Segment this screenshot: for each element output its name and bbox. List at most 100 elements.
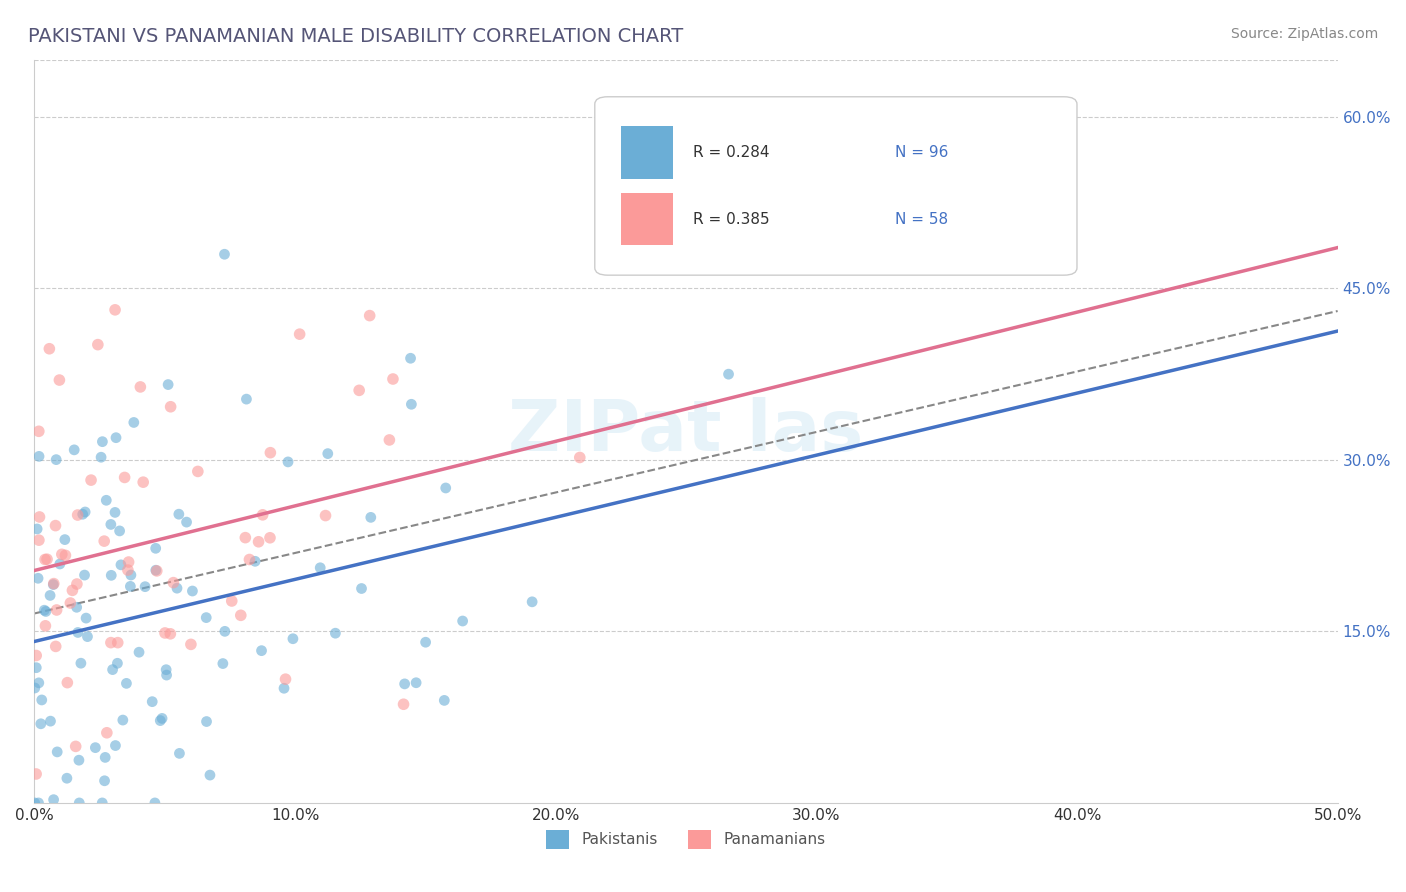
Point [145,541,167,556]
Point [134,580,156,594]
Point [214,624,236,639]
Point [117,555,139,569]
Point [31,693,53,707]
Text: N = 96: N = 96 [894,145,948,160]
Point [42,577,65,591]
Point [59,596,82,610]
Point [34,619,56,633]
Point [434,481,457,495]
Point [350,582,373,596]
Point [325,626,347,640]
Point [28,510,51,524]
Point [378,433,401,447]
Point [28,676,51,690]
Point [145,563,167,577]
Point [107,657,129,671]
Point [44,518,66,533]
Point [25,767,48,781]
Point [70,657,93,671]
Point [104,739,127,753]
Point [288,327,311,342]
Point [149,714,172,728]
Point [259,531,281,545]
Point [233,531,256,545]
Point [155,668,177,682]
Point [38,342,60,356]
Point [309,561,332,575]
Point [247,534,270,549]
Point [243,554,266,568]
Point [27,796,49,810]
Point [42,576,65,591]
Point [129,380,152,394]
Point [150,711,173,725]
Point [155,663,177,677]
Point [55,549,77,563]
Point [28,533,51,548]
Point [30,716,52,731]
Point [25,648,48,663]
Point [143,796,166,810]
Point [34,603,56,617]
Point [66,600,89,615]
Point [159,400,181,414]
Point [221,594,243,608]
Point [169,747,191,761]
Legend: Pakistanis, Panamanians: Pakistanis, Panamanians [540,824,832,855]
Point [96,493,118,508]
Point [717,367,740,381]
Text: R = 0.284: R = 0.284 [693,145,769,160]
Point [73,568,96,582]
Point [198,768,221,782]
Point [120,579,142,593]
Point [27,571,49,585]
Point [238,552,260,566]
FancyBboxPatch shape [621,194,673,245]
Point [100,568,122,582]
Point [24,681,46,695]
Point [153,626,176,640]
Point [51,547,73,561]
Point [180,637,202,651]
Point [159,627,181,641]
Point [399,351,422,366]
Point [110,558,132,572]
Point [35,605,58,619]
Point [141,695,163,709]
Point [66,577,89,591]
Point [46,745,69,759]
Point [167,507,190,521]
Point [347,384,370,398]
Point [108,524,131,538]
Point [56,675,79,690]
Point [359,309,381,323]
Point [93,534,115,549]
Point [415,635,437,649]
Point [42,792,65,806]
Point [60,583,83,598]
Point [94,750,117,764]
Point [80,473,103,487]
Point [105,431,128,445]
Point [45,640,67,654]
Point [277,455,299,469]
Point [39,589,62,603]
Point [212,657,235,671]
Point [568,450,591,465]
Point [166,581,188,595]
Point [91,434,114,449]
Point [35,552,58,566]
Point [67,796,90,810]
Point [274,672,297,686]
Point [176,515,198,529]
Point [229,608,252,623]
Point [111,713,134,727]
Point [405,675,427,690]
Point [392,698,415,712]
Point [100,517,122,532]
Point [24,796,46,810]
Point [520,595,543,609]
FancyBboxPatch shape [595,96,1077,275]
Point [87,337,110,351]
Point [75,611,97,625]
